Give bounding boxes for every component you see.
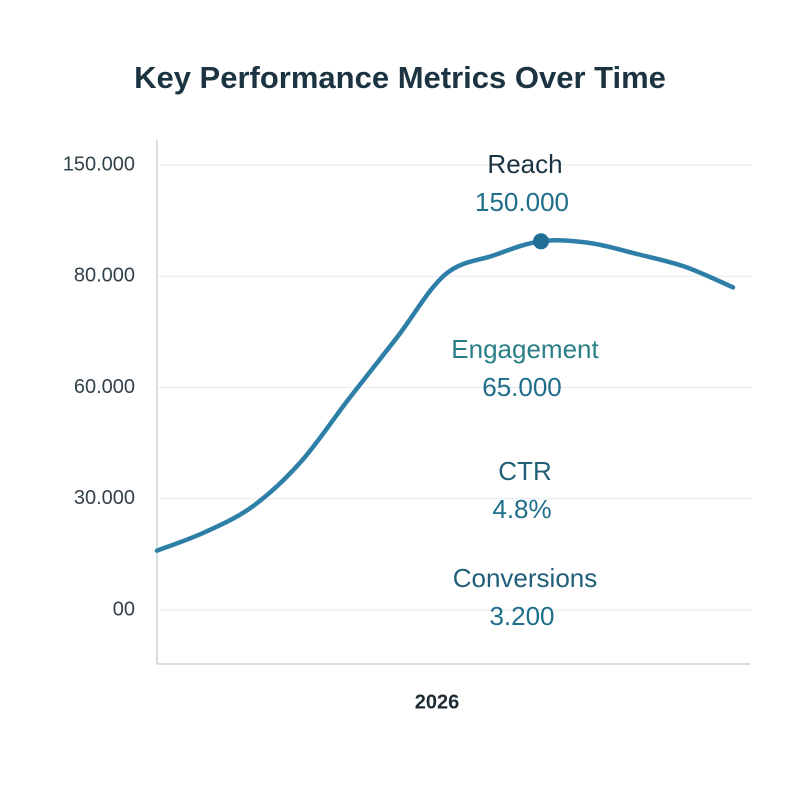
x-axis-label: 2026 (415, 691, 460, 713)
annotation-title: Engagement (451, 334, 599, 364)
peak-marker (533, 233, 549, 250)
annotation-value: 65.000 (482, 372, 562, 402)
annotation-value: 4.8% (492, 494, 551, 524)
annotation-value: 150.000 (475, 187, 569, 217)
annotation-value: 3.200 (489, 601, 554, 631)
annotation-title: CTR (498, 456, 551, 486)
y-tick-label: 60.000 (74, 376, 135, 398)
annotation-title: Reach (487, 149, 562, 179)
y-tick-label: 00 (113, 598, 135, 620)
y-tick-label: 150.000 (63, 153, 135, 175)
annotation-title: Conversions (453, 563, 598, 593)
chart-title: Key Performance Metrics Over Time (134, 60, 666, 95)
line-series (154, 238, 736, 553)
y-tick-label: 80.000 (74, 265, 135, 287)
y-tick-label: 30.000 (74, 487, 135, 509)
